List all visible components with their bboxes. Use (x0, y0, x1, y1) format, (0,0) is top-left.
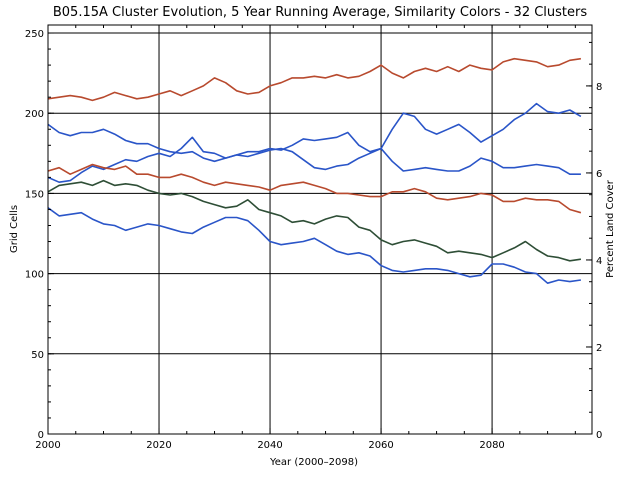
grid-lines (48, 25, 592, 434)
x-tick-label: 2020 (146, 440, 171, 451)
y-tick-label: 0 (38, 430, 44, 441)
y2-tick-label: 0 (596, 430, 602, 441)
series-line-4 (47, 163, 582, 214)
series-layer (47, 57, 582, 284)
y-tick-label: 100 (25, 270, 44, 281)
series-line-3 (47, 136, 581, 183)
y2-tick-label: 4 (596, 256, 602, 267)
series-line-1 (47, 57, 582, 102)
series-line-6 (47, 207, 582, 284)
x-tick-label: 2040 (257, 440, 282, 451)
y2-tick-label: 2 (596, 343, 602, 354)
x-tick-label: 2060 (368, 440, 393, 451)
plot-frame (47, 24, 593, 435)
y2-tick-label: 6 (596, 169, 602, 180)
y2-tick-label: 8 (596, 82, 602, 93)
x-tick-label: 2080 (479, 440, 504, 451)
y-tick-label: 150 (25, 189, 44, 200)
y2-axis-title: Percent Land Cover (605, 179, 616, 278)
y-tick-label: 250 (25, 29, 44, 40)
axis-ticks: 2000 2020 2040 2060 2080 0 50 100 150 200 250 0 2 4 6 8 (25, 25, 602, 451)
x-axis-title: Year (2000–2098) (269, 457, 358, 468)
y-tick-label: 50 (31, 350, 44, 361)
x-tick-label: 2000 (35, 440, 60, 451)
series-line-5 (47, 179, 582, 262)
series-line-2 (47, 102, 582, 163)
chart-title: B05.15A Cluster Evolution, 5 Year Runnin… (53, 5, 588, 20)
y-tick-label: 200 (25, 109, 44, 120)
y-axis-title: Grid Cells (9, 205, 20, 253)
